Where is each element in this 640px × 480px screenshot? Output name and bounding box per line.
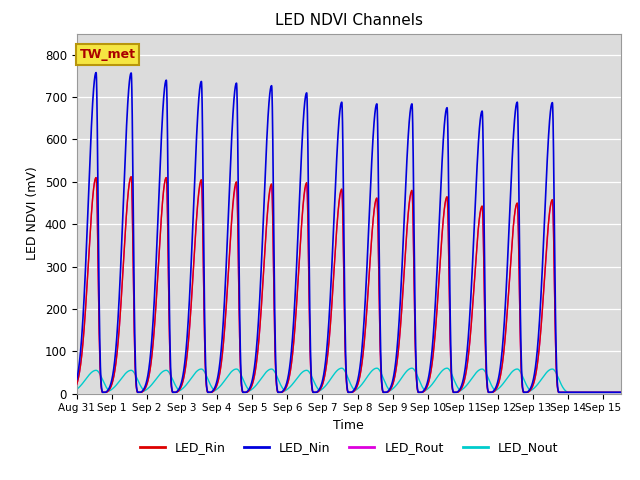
Title: LED NDVI Channels: LED NDVI Channels: [275, 13, 423, 28]
Legend: LED_Rin, LED_Nin, LED_Rout, LED_Nout: LED_Rin, LED_Nin, LED_Rout, LED_Nout: [134, 436, 563, 459]
Y-axis label: LED NDVI (mV): LED NDVI (mV): [26, 167, 39, 261]
X-axis label: Time: Time: [333, 419, 364, 432]
Text: TW_met: TW_met: [79, 48, 136, 61]
